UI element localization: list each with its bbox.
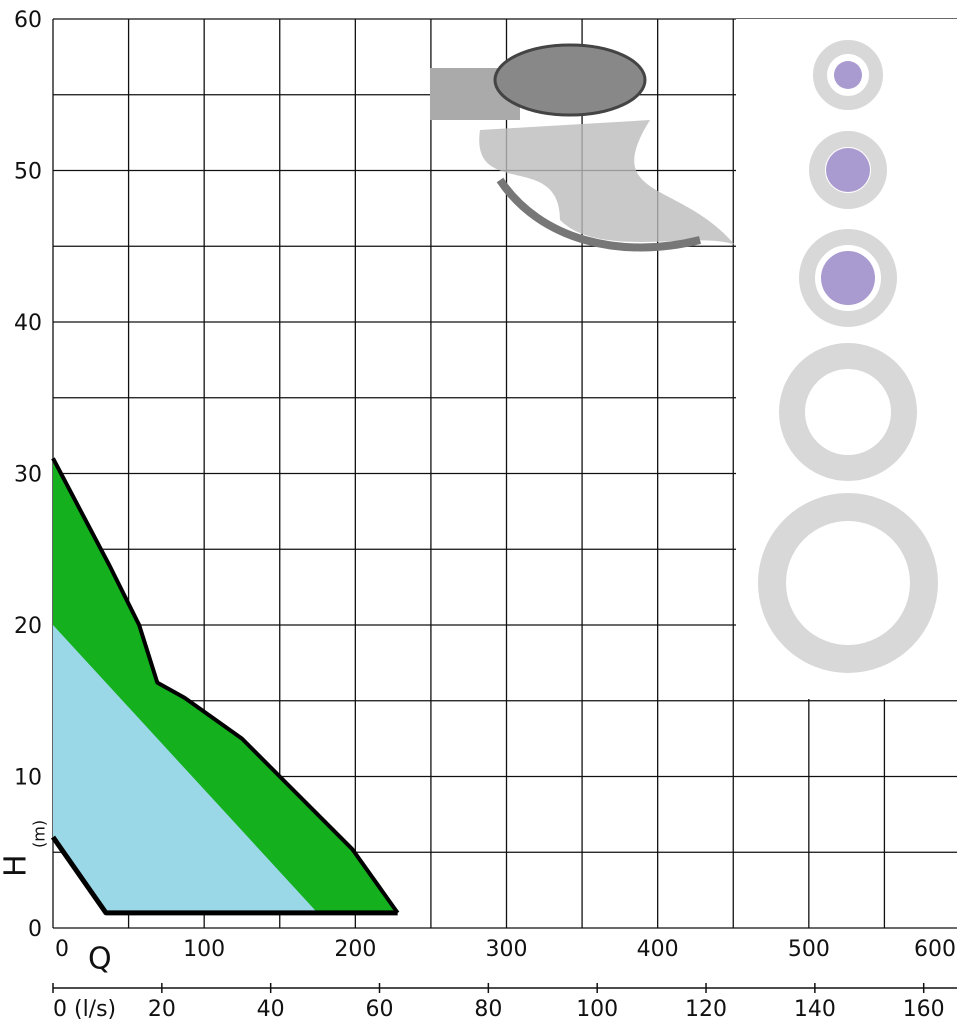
x-tick-label: 600	[914, 937, 956, 962]
y-tick-label: 0	[28, 917, 42, 942]
pump-image	[430, 43, 735, 252]
x2-tick-label: 160	[903, 997, 945, 1022]
x2-tick-label: 0 (l/s)	[53, 997, 116, 1022]
y-axis-label: H	[0, 854, 34, 877]
outer-curve	[51, 457, 400, 915]
x2-tick-label: 40	[257, 997, 285, 1022]
inner-area	[53, 625, 318, 913]
x2-tick-label: 20	[148, 997, 176, 1022]
x-tick-label: 300	[486, 937, 528, 962]
y-tick-label: 40	[14, 311, 42, 336]
y-tick-label: 50	[14, 160, 42, 185]
y-axis-unit: (m)	[30, 820, 49, 848]
x-axis-label: Q	[88, 942, 112, 977]
x-tick-label: 500	[788, 937, 830, 962]
plot-areas	[50, 457, 400, 916]
x-tick-label: 400	[637, 937, 679, 962]
x2-tick-label: 80	[474, 997, 502, 1022]
lower-curve	[50, 835, 398, 916]
x-tick-label: 0	[55, 937, 69, 962]
x-tick-label: 200	[334, 937, 376, 962]
x2-tick-label: 140	[794, 997, 836, 1022]
x2-tick-label: 60	[366, 997, 394, 1022]
pipe-icons	[758, 40, 938, 673]
y-tick-label: 60	[14, 8, 42, 33]
y-tick-label: 10	[14, 766, 42, 791]
x2-tick-label: 100	[576, 997, 618, 1022]
y-tick-label: 30	[14, 463, 42, 488]
y-tick-label: 20	[14, 614, 42, 639]
x2-tick-label: 120	[685, 997, 727, 1022]
x-tick-label: 100	[183, 937, 225, 962]
